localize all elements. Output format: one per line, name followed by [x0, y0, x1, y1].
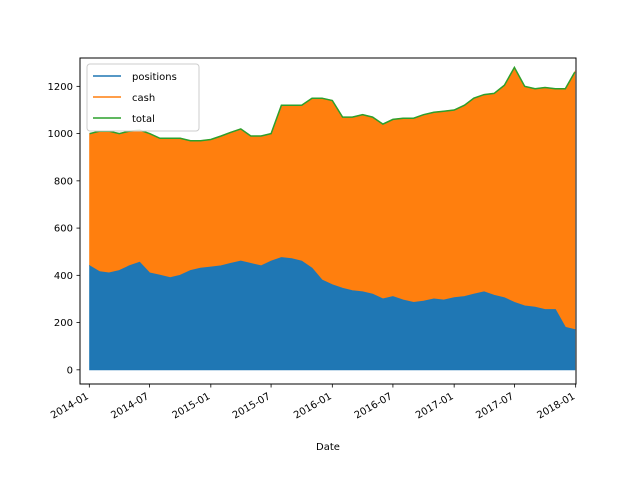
y-tick-label: 0 [67, 365, 73, 376]
legend-label-positions: positions [132, 72, 177, 83]
series-layer [89, 65, 576, 371]
legend-label-cash: cash [132, 93, 155, 104]
positions-area [89, 257, 576, 371]
legend-box [86, 63, 200, 132]
legend: positions cash total [86, 63, 200, 132]
y-tick-label: 400 [54, 271, 73, 282]
axes-frame [79, 57, 577, 385]
y-tick-label: 200 [54, 318, 73, 329]
y-axis: 0 200 400 600 800 1000 1200 [48, 82, 80, 376]
y-tick-label: 1000 [48, 129, 73, 140]
y-tick-label: 1200 [48, 82, 73, 93]
y-tick-label: 600 [54, 224, 73, 235]
x-axis-title: Date [316, 442, 340, 453]
total-line [89, 65, 576, 142]
y-tick-label: 800 [54, 176, 73, 187]
legend-label-total: total [132, 114, 155, 125]
